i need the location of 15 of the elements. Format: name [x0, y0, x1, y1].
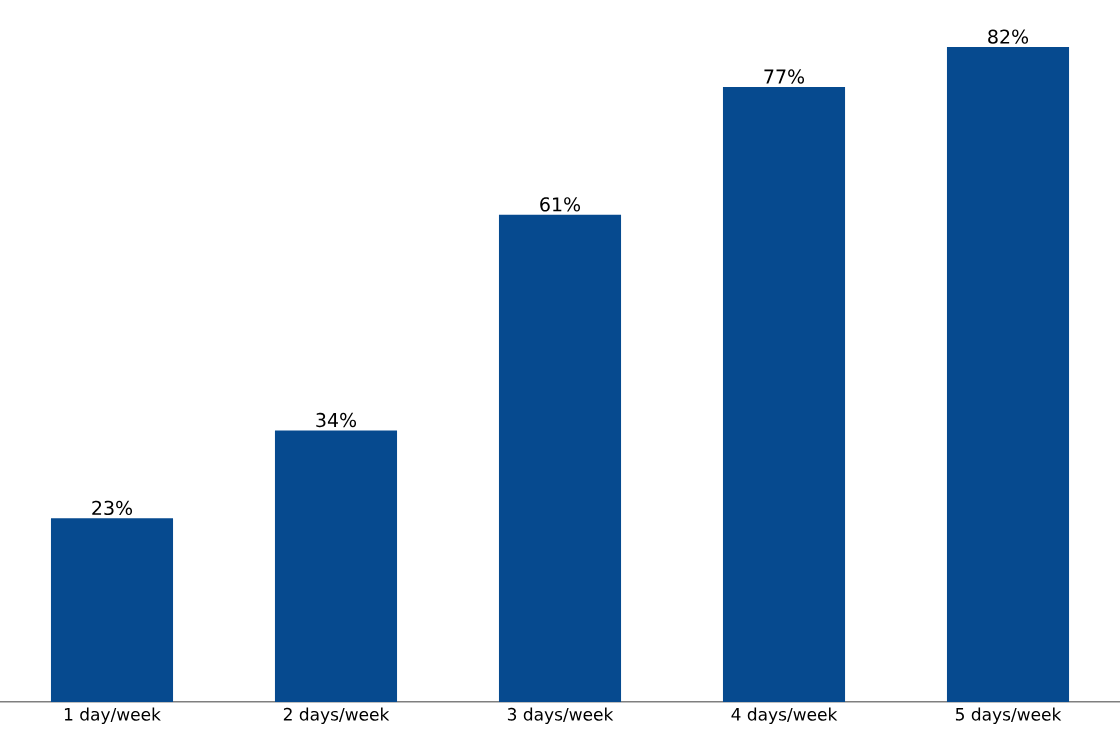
data-label: 61% [540, 197, 581, 212]
bar [274, 430, 398, 702]
data-label: 23% [92, 500, 133, 516]
bar [722, 86, 846, 702]
data-label: 82% [988, 29, 1029, 44]
bar [498, 214, 622, 702]
data-label: 34% [316, 412, 357, 428]
bar [50, 518, 174, 702]
x-tick-label: 2 days/week [283, 707, 390, 724]
x-tick-label: 5 days/week [955, 707, 1062, 724]
data-label: 77% [764, 69, 805, 84]
x-tick-label: 1 day/week [64, 707, 161, 724]
x-tick-label: 3 days/week [507, 707, 614, 724]
bar [946, 47, 1070, 702]
x-tick-label: 4 days/week [731, 707, 838, 724]
